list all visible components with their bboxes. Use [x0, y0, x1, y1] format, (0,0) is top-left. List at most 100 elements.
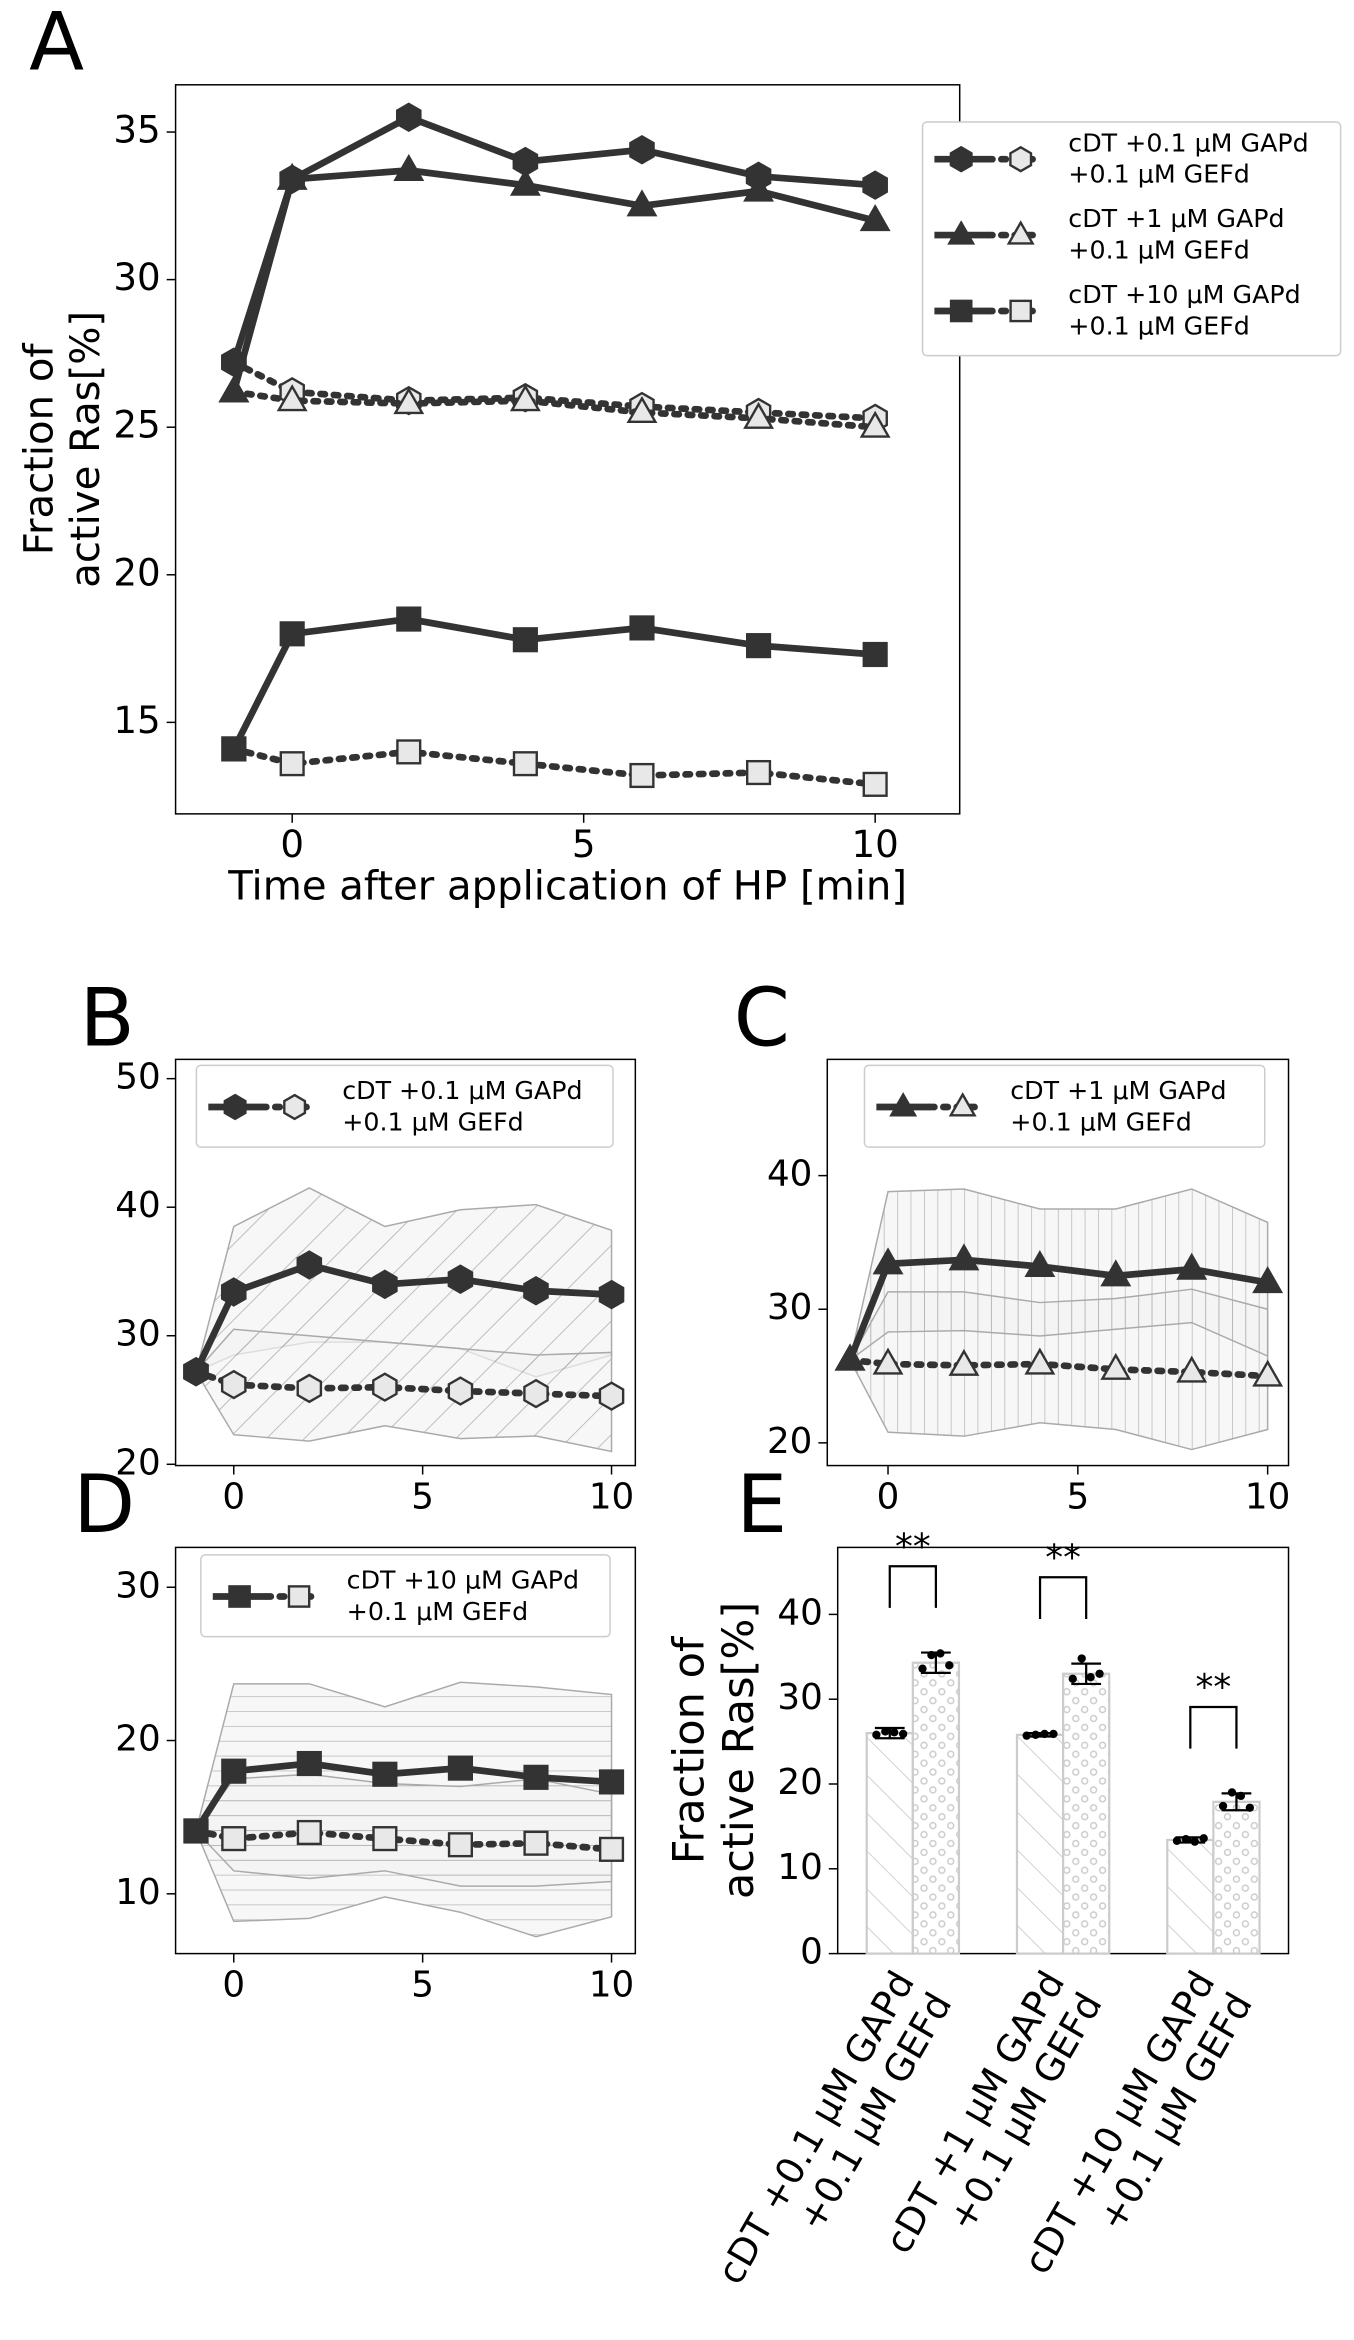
replicate-point	[1095, 1669, 1104, 1678]
legend-label: +0.1 μM GEFd	[1068, 235, 1250, 264]
marker	[1024, 1250, 1056, 1278]
y-tick-label: 50	[115, 1057, 160, 1098]
band	[849, 1288, 1269, 1361]
y-axis-label: Fraction of	[664, 1636, 714, 1864]
y-tick-label: 20	[767, 1421, 812, 1462]
y-tick-label: 0	[800, 1932, 823, 1973]
marker	[745, 633, 772, 659]
bar	[1166, 1838, 1215, 1955]
bar	[911, 1661, 961, 1955]
marker	[743, 174, 775, 202]
marker	[395, 102, 422, 133]
x-tick-label: 0	[280, 822, 304, 866]
replicate-point	[1031, 1730, 1040, 1739]
legend-label: +0.1 μM GEFd	[1010, 1107, 1192, 1136]
marker	[220, 1369, 247, 1400]
x-tick-label: 10	[589, 1964, 634, 2005]
x-tick-label: 0	[222, 1476, 245, 1517]
band	[195, 1773, 613, 1887]
marker	[372, 1269, 398, 1300]
y-tick-label: 30	[113, 255, 160, 299]
marker	[447, 1376, 474, 1406]
x-tick-label: 5	[1066, 1476, 1089, 1517]
marker	[183, 1356, 209, 1387]
legend-label: +0.1 μM GEFd	[347, 1597, 529, 1626]
x-tick-label: 10	[589, 1476, 634, 1517]
x-tick-label: 5	[411, 1476, 434, 1517]
significance-label: **	[1045, 1537, 1081, 1578]
marker	[218, 375, 250, 403]
legend-box	[863, 1064, 1266, 1148]
y-tick-label: 30	[115, 1314, 160, 1355]
marker	[598, 1381, 625, 1411]
axes-frame	[174, 1058, 637, 1467]
marker	[1252, 1266, 1284, 1294]
legend-label: cDT +0.1 μM GAPd	[342, 1076, 582, 1105]
bar	[1061, 1672, 1111, 1955]
y-tick-label: 20	[113, 550, 160, 594]
marker	[447, 1755, 474, 1781]
marker	[598, 1769, 625, 1795]
marker	[393, 153, 425, 181]
marker	[834, 1343, 866, 1371]
y-tick-label: 10	[115, 1872, 160, 1913]
replicate-point	[881, 1727, 890, 1736]
legend-marker	[1009, 299, 1033, 323]
marker	[598, 1836, 625, 1862]
marker	[859, 410, 891, 438]
marker	[948, 1243, 980, 1271]
y-tick-label: 35	[113, 108, 160, 152]
y-tick-label: 40	[115, 1185, 160, 1226]
y-tick-label: 20	[777, 1762, 822, 1803]
y-tick-label: 30	[115, 1565, 160, 1606]
replicate-point	[1086, 1672, 1095, 1682]
marker	[509, 168, 541, 196]
legend-marker	[223, 1093, 247, 1121]
y-tick-label: 10	[777, 1847, 822, 1888]
marker	[372, 1372, 398, 1402]
marker	[1024, 1347, 1056, 1375]
marker	[523, 1764, 549, 1790]
marker	[279, 621, 305, 647]
y-tick-label: 15	[113, 698, 160, 742]
y-axis-label: Fraction of	[17, 343, 63, 556]
marker	[1252, 1359, 1284, 1387]
marker	[512, 751, 538, 777]
replicate-point	[1077, 1654, 1086, 1663]
axes-frame	[174, 84, 961, 815]
marker	[948, 1348, 980, 1376]
replicate-point	[918, 1664, 927, 1673]
legend-marker	[1009, 145, 1033, 173]
panel-label: B	[80, 971, 135, 1065]
x-tick-label: 5	[572, 822, 596, 866]
marker	[396, 739, 422, 765]
x-tick-label: 10	[1245, 1476, 1290, 1517]
panel-label: D	[73, 1457, 135, 1551]
dotted-line	[230, 745, 879, 788]
legend-box	[200, 1554, 611, 1638]
marker	[859, 204, 891, 232]
legend-label: +0.1 μM GEFd	[342, 1107, 524, 1136]
significance-bracket	[1038, 1576, 1088, 1619]
marker	[1176, 1355, 1208, 1383]
marker	[276, 384, 308, 412]
significance-bracket	[888, 1565, 938, 1608]
marker	[743, 401, 775, 429]
marker	[447, 1264, 474, 1294]
legend-marker	[287, 1585, 311, 1608]
replicate-point	[890, 1728, 899, 1737]
legend-label: cDT +1 μM GAPd	[1068, 204, 1284, 233]
marker	[872, 1247, 904, 1275]
x-tick-label: 5	[411, 1964, 434, 2005]
y-tick-label: 30	[777, 1677, 822, 1718]
marker	[279, 751, 305, 777]
marker	[862, 641, 888, 668]
legend-marker	[889, 1092, 918, 1117]
y-axis-label: active Ras[%]	[63, 311, 109, 588]
significance-label: **	[1196, 1667, 1232, 1708]
axes-frame	[174, 1546, 637, 1955]
legend-marker	[283, 1093, 307, 1121]
marker	[276, 162, 308, 190]
